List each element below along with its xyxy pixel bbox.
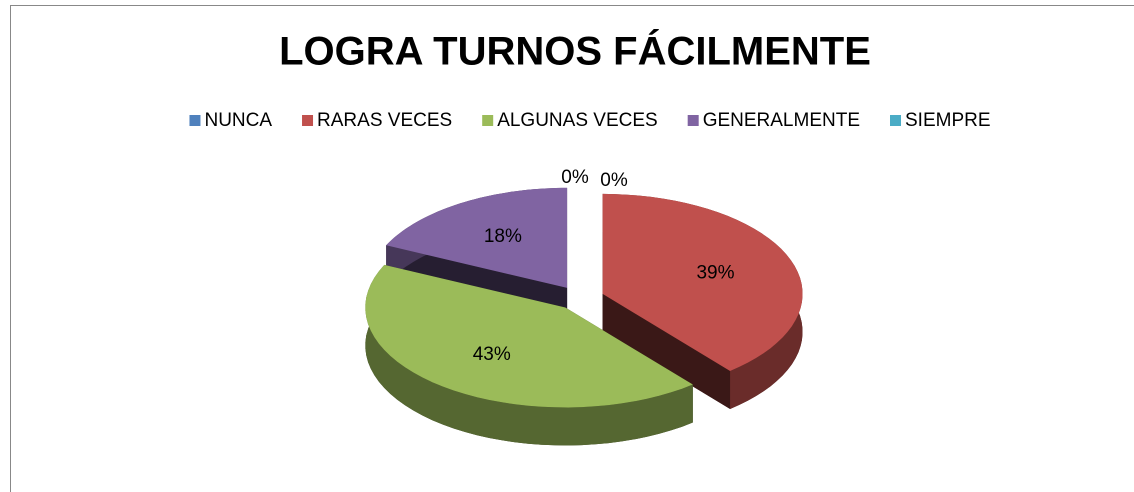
legend-swatch <box>890 115 901 126</box>
legend-label: GENERALMENTE <box>703 110 860 131</box>
data-label: 18% <box>484 226 522 247</box>
legend-swatch <box>687 115 699 126</box>
data-label: 39% <box>696 263 734 284</box>
slice-top <box>602 193 803 371</box>
legend-label: NUNCA <box>204 110 272 131</box>
slice-top <box>365 264 693 408</box>
pie-slice <box>602 193 803 409</box>
legend-swatch <box>302 115 314 126</box>
legend-swatch <box>189 115 201 126</box>
slice-wall <box>602 293 731 409</box>
legend-label: SIEMPRE <box>905 110 991 131</box>
slice-side <box>365 264 693 446</box>
legend-label: RARAS VECES <box>317 110 452 131</box>
chart-title: LOGRA TURNOS FÁCILMENTE <box>279 29 871 74</box>
slice-top <box>386 187 568 288</box>
data-label: 0% <box>561 167 589 188</box>
data-label: 0% <box>600 170 628 191</box>
pie-slice <box>365 264 693 446</box>
legend-label: ALGUNAS VECES <box>497 110 658 131</box>
data-label: 43% <box>473 344 511 365</box>
legend-swatch <box>482 115 494 126</box>
